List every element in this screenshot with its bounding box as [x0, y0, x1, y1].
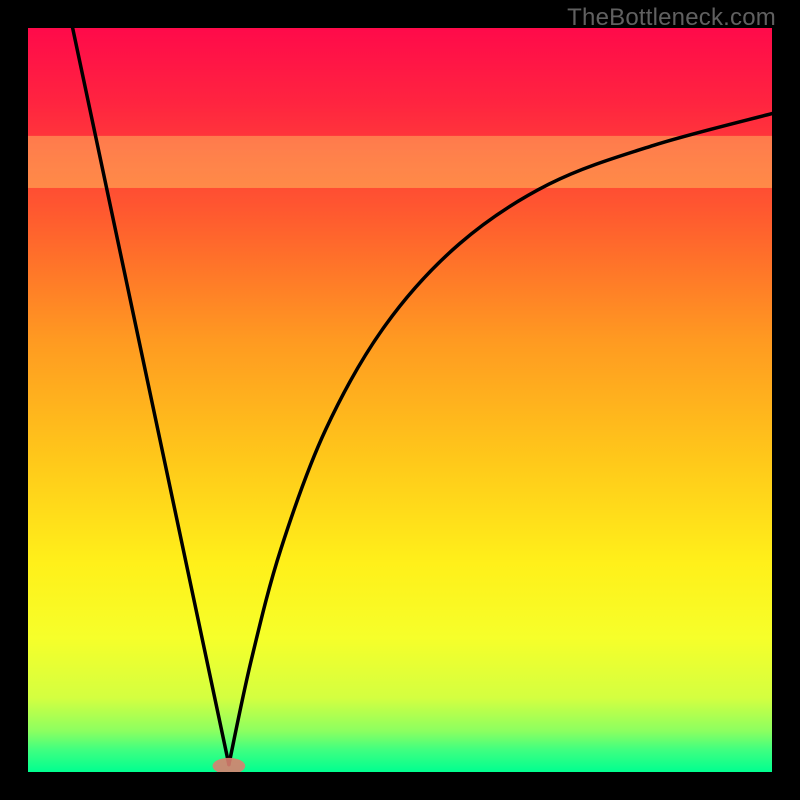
plot-area [28, 28, 772, 772]
chart-frame: TheBottleneck.com [0, 0, 800, 800]
chart-svg [28, 28, 772, 772]
